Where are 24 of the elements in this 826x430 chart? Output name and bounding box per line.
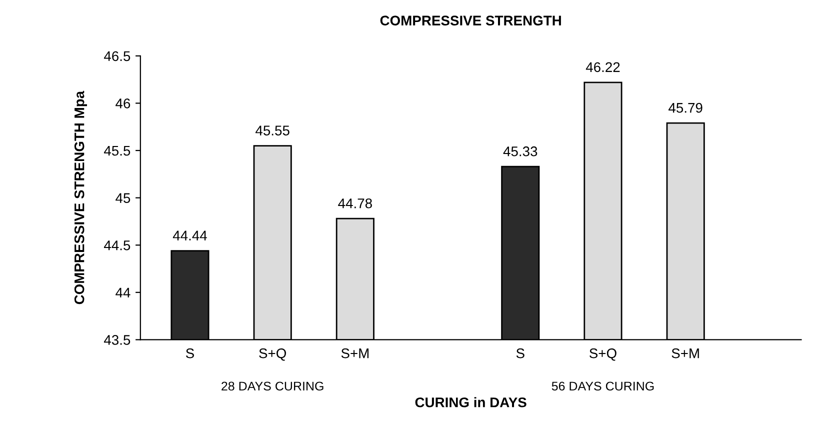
data-label: 45.55 [256,126,290,136]
x-tick-label: S+Q [590,348,616,361]
data-label: 44.78 [338,198,372,208]
chart-title: COMPRESSIVE STRENGTH [380,16,561,26]
x-tick-label: S+M [341,348,369,358]
text: 56 DAYS CURING [552,382,654,391]
x-tick-label: S [186,348,194,358]
y-tick-label: 45.5 [104,146,130,156]
x-tick-label: S+Q [259,348,286,361]
x-tick-label: S+M [672,348,699,358]
y-tick-label: 45 [116,193,130,203]
data-label: 45.33 [503,146,538,156]
data-label: 44.44 [172,230,207,240]
y-tick-label: 46 [116,98,130,108]
y-tick-label: 44 [116,288,130,298]
x-axis-title: CURING in DAYS [415,397,526,408]
y-tick-label: 44.5 [104,240,130,250]
y-tick-label: 46.5 [104,51,130,62]
data-label: 46.22 [586,62,620,72]
text: 28 DAYS CURING [222,382,324,391]
x-tick-label: S [516,348,524,358]
y-axis-title: COMPRESSIVE STRENGTH Mpa [74,90,87,304]
data-label: 45.79 [668,102,702,113]
y-tick-label: 43.5 [104,335,130,345]
